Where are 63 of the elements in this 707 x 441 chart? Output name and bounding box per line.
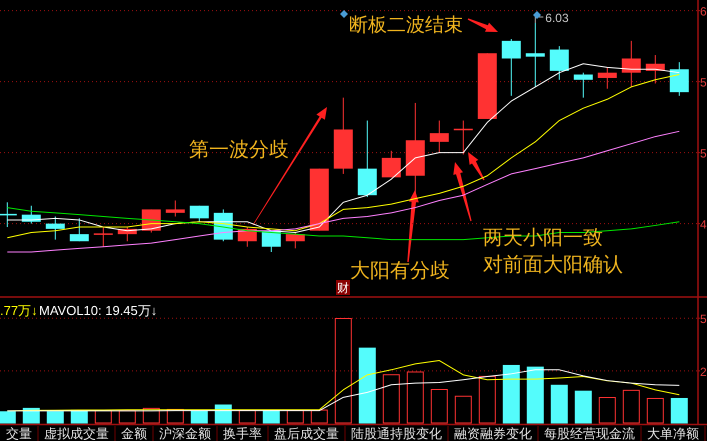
candlestick	[166, 200, 185, 218]
candlestick	[502, 38, 521, 96]
text: 5	[700, 312, 707, 326]
bar	[262, 410, 280, 424]
text: 大阳有分歧	[350, 260, 450, 282]
text: 陆股通持股变化	[351, 426, 442, 441]
bar	[142, 408, 160, 424]
text: 每股经营现金流	[544, 426, 635, 441]
candlestick	[286, 232, 305, 249]
text: 5	[700, 146, 707, 161]
candlestick	[46, 216, 65, 240]
bar	[406, 371, 424, 424]
candlestick	[526, 22, 545, 88]
candlestick	[430, 120, 449, 154]
bar	[574, 390, 592, 424]
text: 4	[700, 218, 707, 232]
bar	[670, 398, 688, 424]
bar	[382, 374, 400, 424]
bar	[214, 404, 232, 424]
bar	[550, 384, 568, 424]
bar	[22, 408, 40, 424]
candlestick	[190, 205, 209, 222]
bar	[478, 376, 496, 424]
text: 2	[700, 364, 707, 379]
candlestick	[574, 72, 593, 98]
bar	[502, 364, 520, 424]
bar	[454, 396, 472, 424]
text: 交量	[6, 426, 32, 441]
text: 金额	[121, 426, 147, 441]
bar	[526, 366, 544, 424]
text: 换手率	[223, 426, 262, 441]
bar	[622, 390, 640, 424]
annotation: 第一波分歧	[189, 139, 289, 161]
annotation: .77万↓	[0, 303, 38, 318]
annotation: MAVOL10: 19.45万↓	[39, 303, 158, 318]
bar	[334, 318, 352, 424]
bar	[598, 397, 616, 424]
annotation: 6.03	[545, 11, 569, 25]
bar	[0, 411, 16, 424]
annotation: 断板二波结束	[349, 15, 463, 36]
text: 虚拟成交量	[44, 426, 109, 441]
bar	[646, 398, 664, 424]
text: 盘后成交量	[274, 426, 339, 441]
candlestick	[93, 226, 114, 248]
bar	[166, 408, 184, 424]
candlestick	[550, 46, 569, 80]
text: 大单净额	[647, 426, 699, 441]
text: 5	[700, 76, 707, 90]
text: 对前面大阳确认	[483, 254, 623, 276]
bar	[358, 348, 376, 424]
candlestick	[453, 120, 474, 155]
text: 融资融券变化	[454, 426, 532, 441]
candlestick	[622, 40, 641, 88]
bar	[190, 410, 208, 424]
candlestick	[598, 66, 617, 90]
text: 财	[337, 281, 349, 295]
text: 6	[700, 4, 707, 19]
bar	[430, 389, 448, 424]
candlestick	[70, 218, 89, 242]
candlestick	[670, 62, 689, 96]
candlestick	[382, 150, 401, 178]
bar	[46, 411, 64, 424]
text: 沪深金额	[159, 426, 211, 441]
